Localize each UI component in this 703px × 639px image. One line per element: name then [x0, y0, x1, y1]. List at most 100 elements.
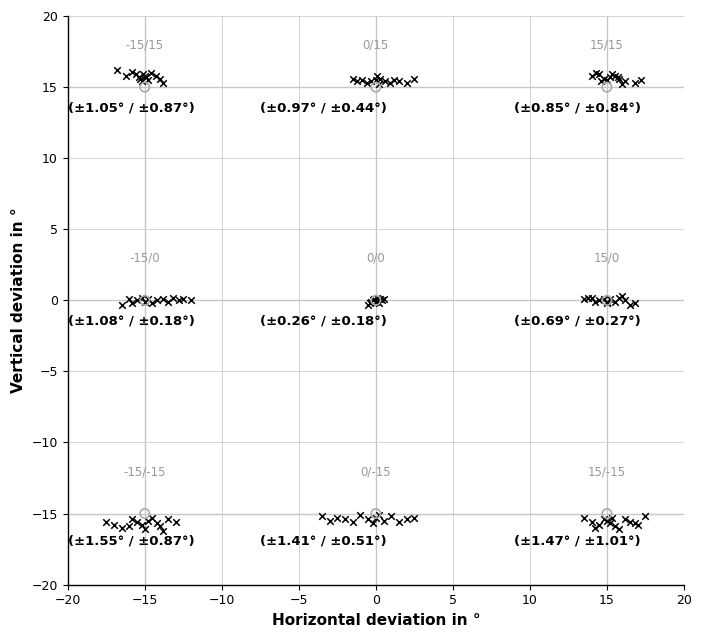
- Point: [347, 517, 359, 527]
- Point: [363, 514, 374, 525]
- Point: [367, 518, 378, 528]
- Point: [155, 521, 166, 532]
- Point: [586, 517, 597, 527]
- Point: [157, 78, 169, 88]
- Point: [363, 300, 374, 310]
- Point: [124, 294, 135, 304]
- Point: [617, 291, 628, 301]
- Point: [593, 69, 605, 79]
- Point: [386, 511, 397, 521]
- Text: (±0.85° / ±0.84°): (±0.85° / ±0.84°): [515, 102, 642, 114]
- Point: [601, 295, 612, 305]
- Point: [167, 293, 178, 303]
- Point: [101, 517, 112, 527]
- Text: (±1.05° / ±0.87°): (±1.05° / ±0.87°): [67, 102, 195, 114]
- Point: [139, 509, 150, 519]
- Point: [151, 518, 162, 528]
- Point: [324, 516, 335, 526]
- Point: [609, 296, 620, 307]
- Point: [370, 512, 382, 523]
- Point: [139, 71, 150, 81]
- Point: [620, 514, 631, 525]
- Point: [605, 294, 616, 304]
- Point: [408, 512, 420, 523]
- Point: [139, 295, 150, 305]
- Point: [139, 524, 150, 534]
- Point: [142, 75, 153, 85]
- Point: [146, 68, 157, 78]
- Point: [127, 514, 138, 525]
- Point: [155, 73, 166, 84]
- Point: [601, 296, 612, 307]
- Text: -15/-15: -15/-15: [124, 465, 166, 478]
- Point: [601, 516, 612, 526]
- Point: [108, 520, 120, 530]
- Point: [609, 71, 620, 81]
- Point: [620, 295, 631, 305]
- Point: [578, 294, 589, 304]
- Point: [614, 293, 625, 303]
- Point: [170, 517, 181, 527]
- Point: [147, 298, 158, 308]
- Point: [370, 509, 382, 519]
- Text: (±0.69° / ±0.27°): (±0.69° / ±0.27°): [515, 314, 641, 328]
- Point: [139, 296, 150, 307]
- Point: [356, 75, 368, 85]
- Point: [617, 79, 628, 89]
- Point: [595, 77, 607, 87]
- Point: [620, 77, 631, 87]
- Point: [586, 293, 597, 303]
- Point: [598, 294, 610, 304]
- Point: [151, 295, 162, 305]
- Text: (±1.47° / ±1.01°): (±1.47° / ±1.01°): [515, 535, 641, 548]
- Point: [375, 294, 386, 304]
- Point: [591, 68, 602, 78]
- Point: [112, 65, 123, 75]
- Point: [373, 79, 385, 89]
- Point: [142, 516, 153, 526]
- Text: (±1.41° / ±0.51°): (±1.41° / ±0.51°): [260, 535, 387, 548]
- Point: [130, 69, 141, 79]
- Point: [384, 78, 395, 88]
- Point: [370, 295, 382, 305]
- Point: [178, 294, 189, 304]
- Point: [614, 524, 625, 534]
- Point: [394, 77, 405, 87]
- Point: [131, 517, 143, 527]
- Point: [376, 295, 387, 305]
- Point: [378, 516, 389, 526]
- Point: [601, 298, 612, 308]
- Point: [370, 82, 382, 92]
- Point: [609, 521, 620, 532]
- Point: [139, 82, 150, 92]
- Point: [629, 518, 640, 528]
- Text: -15/0: -15/0: [129, 252, 160, 265]
- Point: [593, 295, 605, 305]
- Point: [606, 512, 617, 523]
- Point: [361, 78, 373, 88]
- Text: 15/15: 15/15: [590, 38, 624, 52]
- Point: [380, 77, 391, 87]
- Text: (±0.97° / ±0.44°): (±0.97° / ±0.44°): [260, 102, 387, 114]
- Point: [629, 298, 640, 308]
- Text: 0/15: 0/15: [363, 38, 389, 52]
- Point: [316, 511, 328, 521]
- Point: [629, 78, 640, 88]
- Point: [372, 71, 383, 81]
- Point: [162, 514, 174, 525]
- Point: [347, 73, 359, 84]
- Text: (±1.55° / ±0.87°): (±1.55° / ±0.87°): [67, 535, 195, 548]
- Point: [401, 78, 412, 88]
- Point: [636, 75, 647, 85]
- Point: [367, 295, 378, 305]
- Point: [578, 512, 589, 523]
- Point: [601, 75, 612, 85]
- Point: [116, 300, 127, 310]
- Point: [162, 296, 174, 307]
- Point: [138, 69, 149, 79]
- Text: -15/15: -15/15: [126, 38, 164, 52]
- Point: [127, 66, 138, 77]
- Point: [136, 77, 148, 87]
- Point: [157, 294, 169, 304]
- Point: [133, 72, 144, 82]
